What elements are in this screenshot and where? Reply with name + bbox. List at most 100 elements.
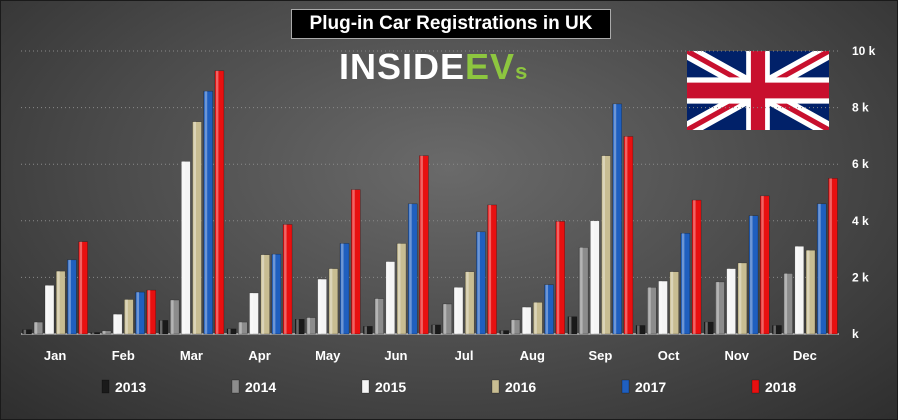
bar-highlight <box>500 330 504 334</box>
bar-highlight <box>102 330 106 334</box>
bar-highlight <box>136 292 140 334</box>
x-tick-label-feb: Feb <box>112 348 135 363</box>
bar-highlight <box>114 314 117 334</box>
legend-label-2016: 2016 <box>505 379 536 395</box>
bar-highlight <box>556 221 560 334</box>
x-tick-label-jun: Jun <box>384 348 407 363</box>
legend-label-2018: 2018 <box>765 379 796 395</box>
bar-jul-2017 <box>476 231 486 335</box>
bar-apr-2014 <box>238 321 248 335</box>
legend-label-2014: 2014 <box>245 379 276 395</box>
bar-jan-2016 <box>55 270 66 335</box>
bar-may-2018 <box>351 189 361 335</box>
bar-highlight <box>386 261 390 334</box>
bar-dec-2018 <box>828 178 838 335</box>
bar-highlight <box>602 155 606 334</box>
bar-highlight <box>477 231 480 334</box>
bar-highlight <box>648 287 651 334</box>
bar-highlight <box>398 243 401 334</box>
logo-text-s: s <box>515 59 529 84</box>
bar-nov-2015 <box>726 268 736 335</box>
bar-highlight <box>705 322 708 334</box>
x-tick-label-aug: Aug <box>520 348 545 363</box>
bar-highlight <box>34 322 38 334</box>
bar-highlight <box>716 281 719 334</box>
bar-highlight <box>773 325 776 334</box>
bar-dec-2013 <box>772 325 782 335</box>
bar-jan-2017 <box>67 259 77 335</box>
bar-sep-2013 <box>567 316 578 335</box>
bar-highlight <box>125 299 128 334</box>
bar-jun-2016 <box>396 243 407 335</box>
bar-highlight <box>228 328 231 334</box>
bar-highlight <box>624 136 628 334</box>
bar-nov-2013 <box>704 321 714 335</box>
bar-jul-2013 <box>431 324 441 335</box>
bar-may-2015 <box>317 278 327 335</box>
bar-aug-2017 <box>544 284 554 335</box>
bar-dec-2015 <box>794 246 805 335</box>
bar-oct-2016 <box>669 271 679 335</box>
bar-jul-2014 <box>442 303 453 335</box>
bar-nov-2016 <box>737 262 748 335</box>
bar-highlight <box>239 322 242 334</box>
bar-may-2014 <box>306 317 316 335</box>
bar-nov-2018 <box>760 195 770 335</box>
bar-oct-2017 <box>680 233 691 335</box>
bar-aug-2015 <box>521 306 532 335</box>
bar-jan-2013 <box>22 329 32 335</box>
chart-title: Plug-in Car Registrations in UK <box>291 9 611 39</box>
bar-aug-2016 <box>533 302 543 335</box>
bar-highlight <box>23 329 27 334</box>
bar-mar-2016 <box>192 121 202 335</box>
bar-highlight <box>68 259 71 334</box>
bar-feb-2018 <box>146 289 156 335</box>
bar-mar-2013 <box>158 320 169 335</box>
legend-swatch-2014 <box>231 379 240 394</box>
bar-highlight <box>466 271 469 334</box>
x-tick-label-jul: Jul <box>455 348 474 363</box>
bar-oct-2015 <box>658 280 668 335</box>
bar-highlight <box>591 220 594 334</box>
x-tick-labels: Jan Feb Mar Apr May Jun Jul Aug Sep Oct Nov Dec <box>44 348 817 363</box>
bar-highlight <box>761 195 764 334</box>
bar-oct-2014 <box>647 287 657 335</box>
uk-flag-icon <box>687 51 829 130</box>
bar-aug-2013 <box>499 330 509 335</box>
bar-highlight <box>693 200 696 334</box>
legend-swatch-2015 <box>361 379 370 394</box>
bar-highlight <box>829 178 832 334</box>
bar-dec-2016 <box>805 249 816 335</box>
logo-text-ev: EV <box>465 46 516 87</box>
bar-highlight <box>511 319 515 334</box>
bar-may-2017 <box>339 243 350 335</box>
x-tick-label-nov: Nov <box>724 348 749 363</box>
bar-highlight <box>57 271 60 334</box>
bar-jun-2017 <box>407 203 418 335</box>
bar-highlight <box>818 203 821 334</box>
bar-highlight <box>750 215 753 334</box>
bar-sep-2017 <box>612 103 622 335</box>
legend: 2013 2014 2015 2016 2017 2018 <box>101 379 796 395</box>
bar-mar-2015 <box>181 161 191 335</box>
insideevs-logo: INSIDEEVs <box>339 47 528 87</box>
bar-oct-2013 <box>635 325 646 335</box>
bar-aug-2018 <box>555 221 565 335</box>
bar-highlight <box>545 284 549 334</box>
x-tick-label-oct: Oct <box>658 348 680 363</box>
bar-sep-2018 <box>623 136 634 335</box>
bar-highlight <box>580 247 583 334</box>
bar-highlight <box>329 268 333 334</box>
bar-jul-2015 <box>453 287 464 335</box>
bar-apr-2018 <box>282 224 293 335</box>
bar-highlight <box>807 250 810 334</box>
bar-highlight <box>488 204 492 334</box>
bar-highlight <box>250 292 253 334</box>
legend-label-2013: 2013 <box>115 379 146 395</box>
bar-highlight <box>91 332 95 334</box>
bar-jun-2013 <box>363 326 373 335</box>
bar-apr-2015 <box>249 292 259 335</box>
bar-jan-2014 <box>33 321 44 335</box>
